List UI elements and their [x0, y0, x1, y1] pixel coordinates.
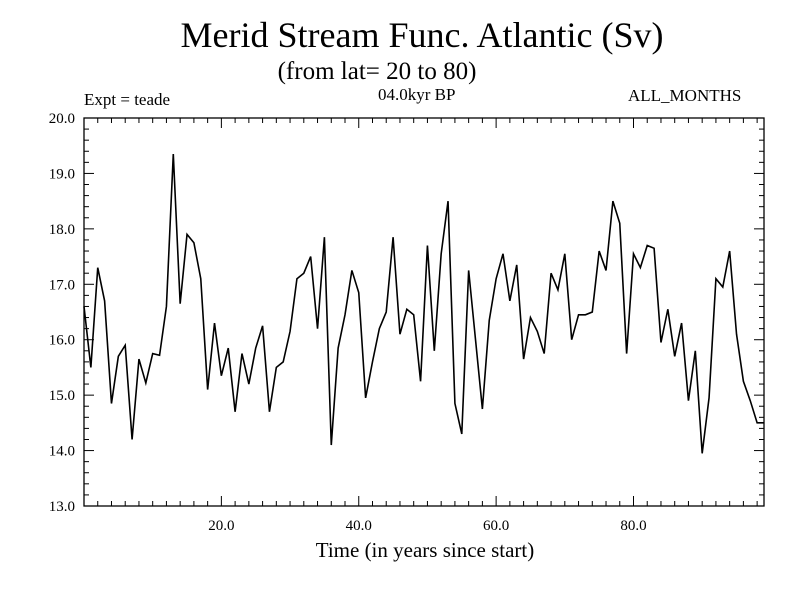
- x-axis-label: Time (in years since start): [315, 538, 535, 562]
- period-annotation: 04.0kyr BP: [378, 85, 456, 104]
- chart-subtitle: (from lat= 20 to 80): [277, 58, 477, 85]
- x-tick-label: 40.0: [346, 518, 372, 534]
- y-tick-label: 20.0: [49, 111, 75, 127]
- y-tick-label: 17.0: [49, 277, 75, 293]
- y-tick-label: 16.0: [49, 333, 75, 349]
- y-tick-label: 19.0: [49, 166, 75, 182]
- y-tick-label: 13.0: [49, 499, 75, 515]
- months-annotation: ALL_MONTHS: [628, 86, 742, 105]
- experiment-annotation: Expt = teade: [84, 90, 171, 109]
- x-tick-label: 60.0: [483, 518, 509, 534]
- x-tick-label: 80.0: [620, 518, 646, 534]
- chart-title: Merid Stream Func. Atlantic (Sv): [180, 15, 664, 55]
- y-tick-label: 14.0: [49, 444, 75, 460]
- x-tick-label: 20.0: [208, 518, 234, 534]
- y-tick-label: 15.0: [49, 388, 75, 404]
- series-line-atlantic: [83, 153, 764, 454]
- y-tick-label: 18.0: [49, 222, 75, 238]
